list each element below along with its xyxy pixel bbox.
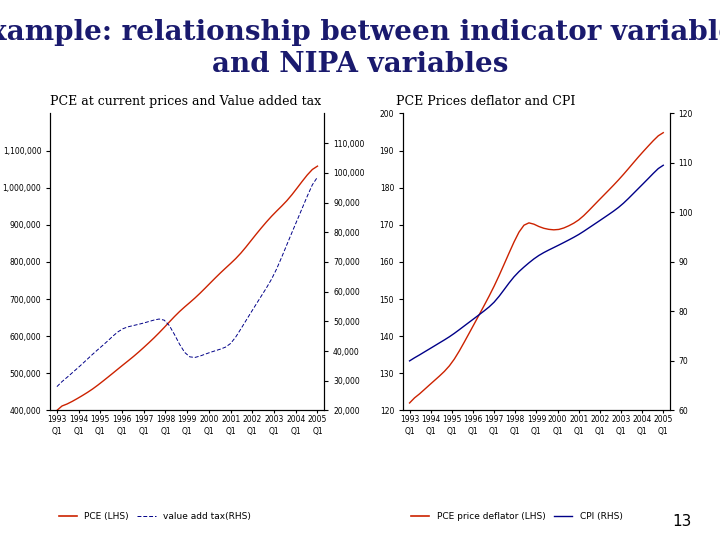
Text: Q1: Q1 [658, 427, 669, 436]
Text: Q1: Q1 [468, 427, 478, 436]
Text: Q1: Q1 [446, 427, 457, 436]
Text: Q1: Q1 [290, 427, 301, 436]
Text: Q1: Q1 [510, 427, 521, 436]
Text: PCE Prices deflator and CPI: PCE Prices deflator and CPI [396, 95, 575, 108]
Text: Q1: Q1 [204, 427, 215, 436]
Text: Q1: Q1 [117, 427, 127, 436]
Text: Q1: Q1 [573, 427, 584, 436]
Text: Q1: Q1 [73, 427, 84, 436]
Text: Q1: Q1 [160, 427, 171, 436]
Text: Q1: Q1 [269, 427, 279, 436]
Legend: PCE price deflator (LHS), CPI (RHS): PCE price deflator (LHS), CPI (RHS) [408, 509, 626, 525]
Text: Q1: Q1 [595, 427, 605, 436]
Text: Q1: Q1 [616, 427, 626, 436]
Text: Q1: Q1 [52, 427, 62, 436]
Text: Q1: Q1 [182, 427, 192, 436]
Text: 13: 13 [672, 514, 691, 529]
Text: Q1: Q1 [225, 427, 236, 436]
Text: Q1: Q1 [138, 427, 149, 436]
Text: Q1: Q1 [426, 427, 436, 436]
Text: Q1: Q1 [95, 427, 106, 436]
Text: Q1: Q1 [489, 427, 500, 436]
Text: Q1: Q1 [552, 427, 563, 436]
Legend: PCE (LHS), value add tax(RHS): PCE (LHS), value add tax(RHS) [55, 509, 254, 525]
Text: Q1: Q1 [636, 427, 647, 436]
Text: Q1: Q1 [404, 427, 415, 436]
Text: PCE at current prices and Value added tax: PCE at current prices and Value added ta… [50, 95, 322, 108]
Text: Q1: Q1 [531, 427, 541, 436]
Text: and NIPA variables: and NIPA variables [212, 51, 508, 78]
Text: Q1: Q1 [312, 427, 323, 436]
Text: Example: relationship between indicator variables: Example: relationship between indicator … [0, 19, 720, 46]
Text: Q1: Q1 [247, 427, 258, 436]
